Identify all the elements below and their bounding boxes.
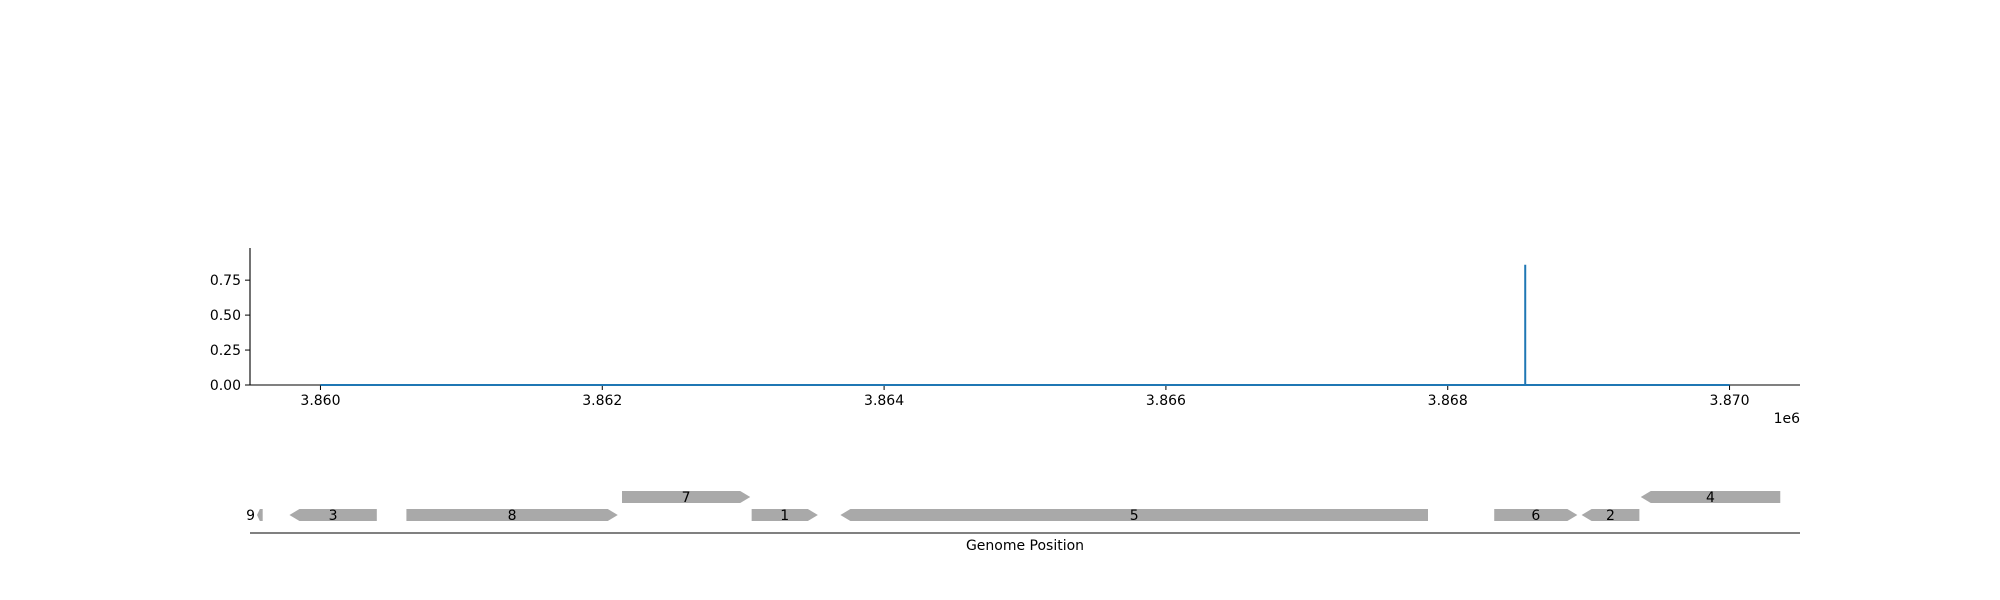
gene-arrow [1581, 509, 1640, 521]
gene-label: 1 [780, 508, 789, 524]
y-tick-label: 0.25 [210, 343, 241, 359]
gene-arrow [257, 509, 263, 521]
gene-label: 4 [1706, 490, 1715, 506]
coverage-plot: 3.860 3.862 3.864 3.866 3.868 3.870 0.000.250… [210, 248, 1800, 427]
gene-arrow [289, 509, 377, 521]
gene-label: 3 [329, 508, 338, 524]
gene-arrow [840, 509, 1428, 521]
x-tick-label: 3.862 [582, 393, 622, 409]
gene-label: 2 [1606, 508, 1615, 524]
x-tick-label: 3.864 [864, 393, 904, 409]
x-offset-label: 1e6 [1774, 411, 1801, 427]
x-ticks: 3.860 3.862 3.864 3.866 3.868 3.870 [300, 385, 1750, 409]
gene-label: 5 [1130, 508, 1139, 524]
gene-arrow [751, 509, 818, 521]
gene-label: 8 [508, 508, 517, 524]
y-tick-label: 0.00 [210, 378, 241, 394]
coverage-line [320, 264, 1730, 386]
y-tick-label: 0.75 [210, 273, 241, 289]
x-tick-label: 3.866 [1146, 393, 1186, 409]
gene-arrow [622, 491, 751, 503]
gene-arrow [1494, 509, 1578, 521]
gene-label: 6 [1531, 508, 1540, 524]
x-tick-label: 3.868 [1428, 393, 1468, 409]
x-tick-label: 3.860 [300, 393, 340, 409]
y-tick-label: 0.50 [210, 308, 241, 324]
gene-label: 7 [682, 490, 691, 506]
y-ticks: 0.00 0.25 0.50 0.75 [210, 273, 250, 394]
gene-arrow [406, 509, 618, 521]
gene-arrow [1640, 491, 1781, 503]
gene-layer: 9 3 8 7 1 5 6 2 4 [246, 490, 1781, 524]
x-axis-label: Genome Position [966, 538, 1084, 554]
x-tick-label: 3.870 [1709, 393, 1749, 409]
series-layer [320, 264, 1730, 386]
gene-label: 9 [246, 508, 255, 524]
gene-track: 9 3 8 7 1 5 6 2 4 Genome Position [246, 490, 1800, 554]
